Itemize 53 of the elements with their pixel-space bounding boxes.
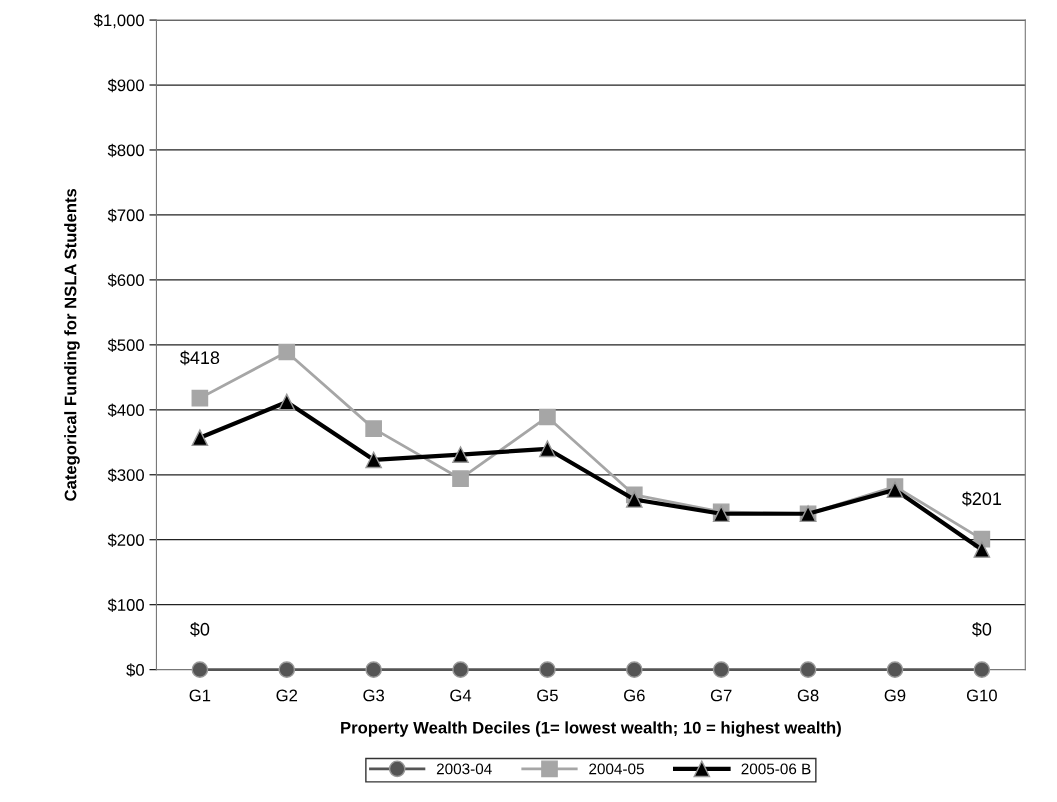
y-tick-label: $400 xyxy=(107,403,144,418)
point xyxy=(973,661,991,679)
point xyxy=(365,451,382,469)
x-tick-label: G3 xyxy=(363,689,385,702)
point xyxy=(452,446,469,463)
x-tick-label: G7 xyxy=(710,689,732,702)
annotation: $0 xyxy=(972,622,992,637)
legend-label: 2004-05 xyxy=(589,763,644,775)
point xyxy=(539,440,556,458)
y-tick-label: $500 xyxy=(107,338,144,353)
point xyxy=(365,420,382,437)
x-tick-label: G8 xyxy=(797,689,819,702)
x-tick-label: G5 xyxy=(537,689,558,702)
point xyxy=(539,408,556,426)
y-tick-label: $600 xyxy=(107,273,144,288)
y-tick-label: $300 xyxy=(107,468,144,482)
point xyxy=(625,491,643,508)
point xyxy=(278,661,296,679)
point xyxy=(365,661,382,679)
x-axis-title: Property Wealth Deciles (1= lowest wealth; 10 = highest wealth) xyxy=(341,721,841,737)
legend-label: 2003-04 xyxy=(436,763,492,775)
point xyxy=(799,661,817,679)
x-tick-label: G9 xyxy=(884,689,906,702)
point xyxy=(712,661,730,679)
point xyxy=(886,661,904,679)
y-tick-label: $700 xyxy=(107,208,144,223)
x-tick-label: G6 xyxy=(624,689,645,702)
annotation: $418 xyxy=(179,350,220,366)
x-tick-label: G4 xyxy=(450,689,472,702)
y-tick-label: $900 xyxy=(107,78,144,93)
y-tick-label: $800 xyxy=(107,143,144,158)
x-tick-label: G10 xyxy=(966,689,997,702)
point xyxy=(278,393,296,411)
point xyxy=(625,661,643,679)
point xyxy=(452,470,469,488)
annotation: $0 xyxy=(190,622,210,637)
y-tick-label: $1,000 xyxy=(93,13,144,29)
point xyxy=(191,661,209,679)
y-tick-label: $0 xyxy=(126,663,144,677)
x-tick-label: G2 xyxy=(276,689,298,702)
point xyxy=(278,343,296,361)
legend-label: 2005-06 B xyxy=(741,763,811,775)
point xyxy=(973,541,991,558)
annotation: $201 xyxy=(961,491,1002,507)
y-tick-label: $200 xyxy=(107,533,144,547)
y-tick-label: $100 xyxy=(107,598,144,612)
point xyxy=(539,661,556,679)
point xyxy=(452,661,469,679)
x-tick-label: G1 xyxy=(189,689,211,702)
point xyxy=(191,429,209,447)
point xyxy=(191,389,209,407)
point xyxy=(886,481,904,499)
y-axis-title: Categorical Funding for NSLA Students xyxy=(64,188,80,501)
